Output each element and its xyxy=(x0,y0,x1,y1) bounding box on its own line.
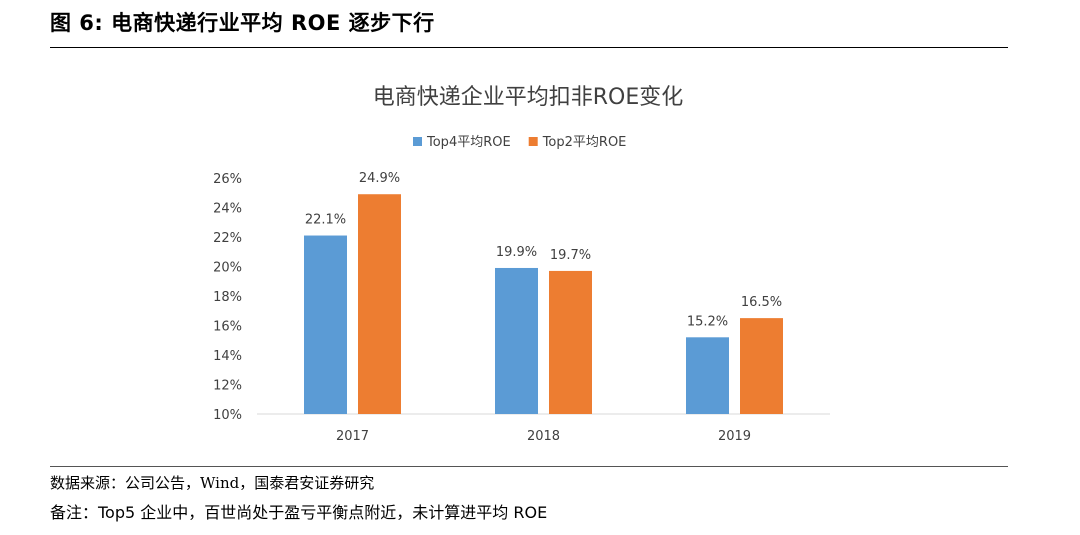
source-note: 数据来源：公司公告，Wind，国泰君安证券研究 xyxy=(50,474,375,492)
bars xyxy=(304,194,783,414)
legend-swatch-2 xyxy=(528,137,538,146)
data-label: 15.2% xyxy=(687,314,728,329)
y-tick-label: 22% xyxy=(213,231,242,246)
y-tick-label: 16% xyxy=(213,320,242,335)
x-tick-label: 2018 xyxy=(527,429,560,444)
x-tick-label: 2017 xyxy=(336,429,369,444)
data-labels: 22.1% 24.9% 19.9% 19.7% 15.2% 16.5% xyxy=(305,171,782,329)
legend-swatch-1 xyxy=(413,137,422,146)
bar-2018-series-2 xyxy=(549,270,592,414)
legend: Top4平均ROE Top2平均ROE xyxy=(413,135,626,150)
y-tick-label: 14% xyxy=(213,349,242,364)
legend-label-1: Top4平均ROE xyxy=(426,135,511,150)
bar-2017-series-2 xyxy=(358,194,401,414)
bar-2018-series-1 xyxy=(495,267,538,414)
data-label: 16.5% xyxy=(741,295,782,310)
y-tick-label: 18% xyxy=(213,290,242,305)
top-rule xyxy=(50,47,1008,48)
y-tick-label: 24% xyxy=(213,202,242,217)
legend-label-2: Top2平均ROE xyxy=(542,135,627,150)
remark-note: 备注：Top5 企业中，百世尚处于盈亏平衡点附近，未计算进平均 ROE xyxy=(50,503,548,522)
data-label: 19.7% xyxy=(550,248,591,263)
x-tick-label: 2019 xyxy=(718,429,751,444)
y-tick-label: 10% xyxy=(213,408,242,423)
x-axis: 2017 2018 2019 xyxy=(257,413,830,444)
data-label: 22.1% xyxy=(305,213,346,228)
bar-2019-series-1 xyxy=(686,337,729,414)
chart-title: 电商快递企业平均扣非ROE变化 xyxy=(373,85,684,110)
data-label: 24.9% xyxy=(359,171,400,186)
bar-2017-series-1 xyxy=(304,235,347,414)
bar-2019-series-2 xyxy=(740,318,783,414)
figure-title: 图 6: 电商快递行业平均 ROE 逐步下行 xyxy=(50,11,435,35)
y-tick-label: 12% xyxy=(213,379,242,394)
bottom-rule xyxy=(50,466,1008,467)
y-tick-label: 20% xyxy=(213,261,242,276)
y-axis: 10% 12% 14% 16% 18% 20% 22% 24% 26% xyxy=(213,172,242,423)
bar-chart: 电商快递企业平均扣非ROE变化 Top4平均ROE Top2平均ROE 10% 12… xyxy=(213,85,830,444)
y-tick-label: 26% xyxy=(213,172,242,187)
data-label: 19.9% xyxy=(496,245,537,260)
